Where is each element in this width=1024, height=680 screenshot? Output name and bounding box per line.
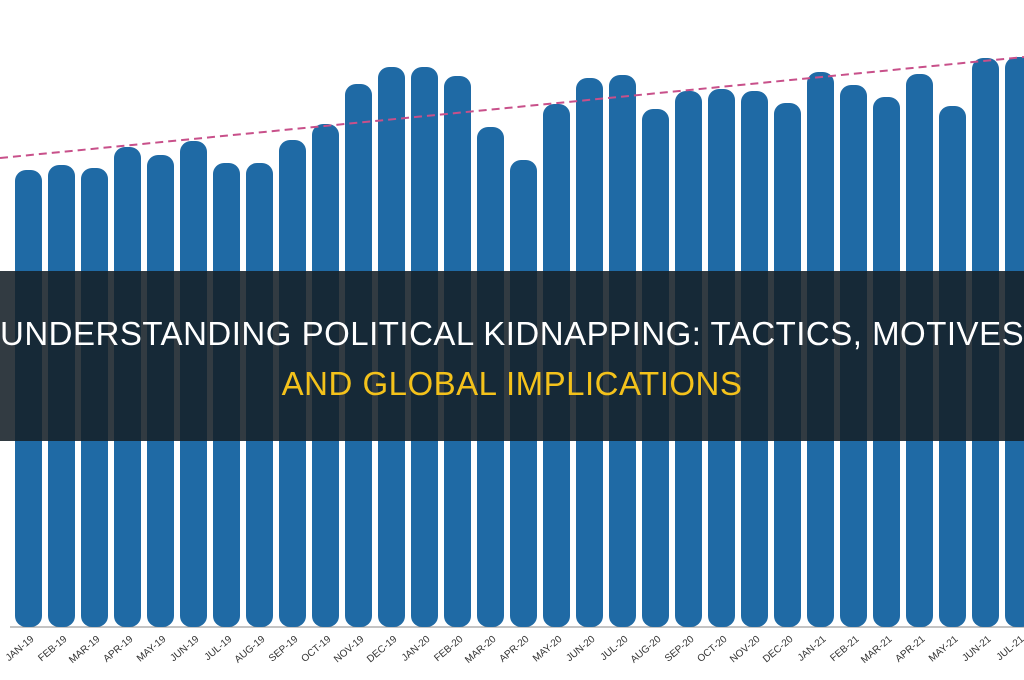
x-tick-label: JUN-21 bbox=[960, 634, 993, 664]
x-tick-label: SEP-20 bbox=[663, 634, 697, 665]
x-tick-label: MAR-20 bbox=[463, 634, 499, 666]
x-tick-label: JUL-21 bbox=[995, 634, 1024, 663]
x-tick-label: MAR-21 bbox=[859, 634, 895, 666]
x-tick-label: NOV-19 bbox=[332, 634, 367, 666]
x-tick-label: MAY-21 bbox=[927, 634, 961, 665]
title: UNDERSTANDING POLITICAL KIDNAPPING: TACT… bbox=[0, 315, 1024, 352]
x-tick-label: DEC-19 bbox=[365, 634, 400, 666]
x-tick-label: OCT-19 bbox=[300, 634, 334, 665]
x-tick-label: JUL-19 bbox=[203, 634, 235, 663]
x-tick-label: JUL-20 bbox=[599, 634, 631, 663]
x-tick-label: FEB-19 bbox=[36, 634, 69, 664]
x-tick-label: AUG-19 bbox=[233, 634, 268, 666]
x-tick-label: JAN-21 bbox=[796, 634, 829, 664]
title-banner bbox=[0, 271, 1024, 441]
x-tick-label: FEB-21 bbox=[828, 634, 861, 664]
x-tick-label: OCT-20 bbox=[696, 634, 730, 665]
x-tick-label: AUG-20 bbox=[629, 634, 664, 666]
x-tick-label: MAY-19 bbox=[135, 634, 169, 665]
x-tick-label: MAY-20 bbox=[531, 634, 565, 665]
x-tick-label: DEC-20 bbox=[761, 634, 796, 666]
x-tick-label: MAR-19 bbox=[67, 634, 103, 666]
x-tick-label: APR-19 bbox=[102, 634, 136, 665]
title-highlight: AND GLOBAL IMPLICATIONS bbox=[281, 365, 743, 402]
x-tick-label: JAN-20 bbox=[400, 634, 433, 664]
x-tick-label: JUN-20 bbox=[564, 634, 597, 664]
x-tick-label: SEP-19 bbox=[267, 634, 301, 665]
x-tick-label: NOV-20 bbox=[728, 634, 763, 666]
trend-line bbox=[0, 56, 1024, 159]
x-tick-label: APR-20 bbox=[498, 634, 532, 665]
x-tick-label: APR-21 bbox=[894, 634, 928, 665]
x-tick-label: JAN-19 bbox=[4, 634, 37, 664]
x-tick-label: FEB-20 bbox=[432, 634, 465, 664]
x-tick-label: JUN-19 bbox=[168, 634, 201, 664]
